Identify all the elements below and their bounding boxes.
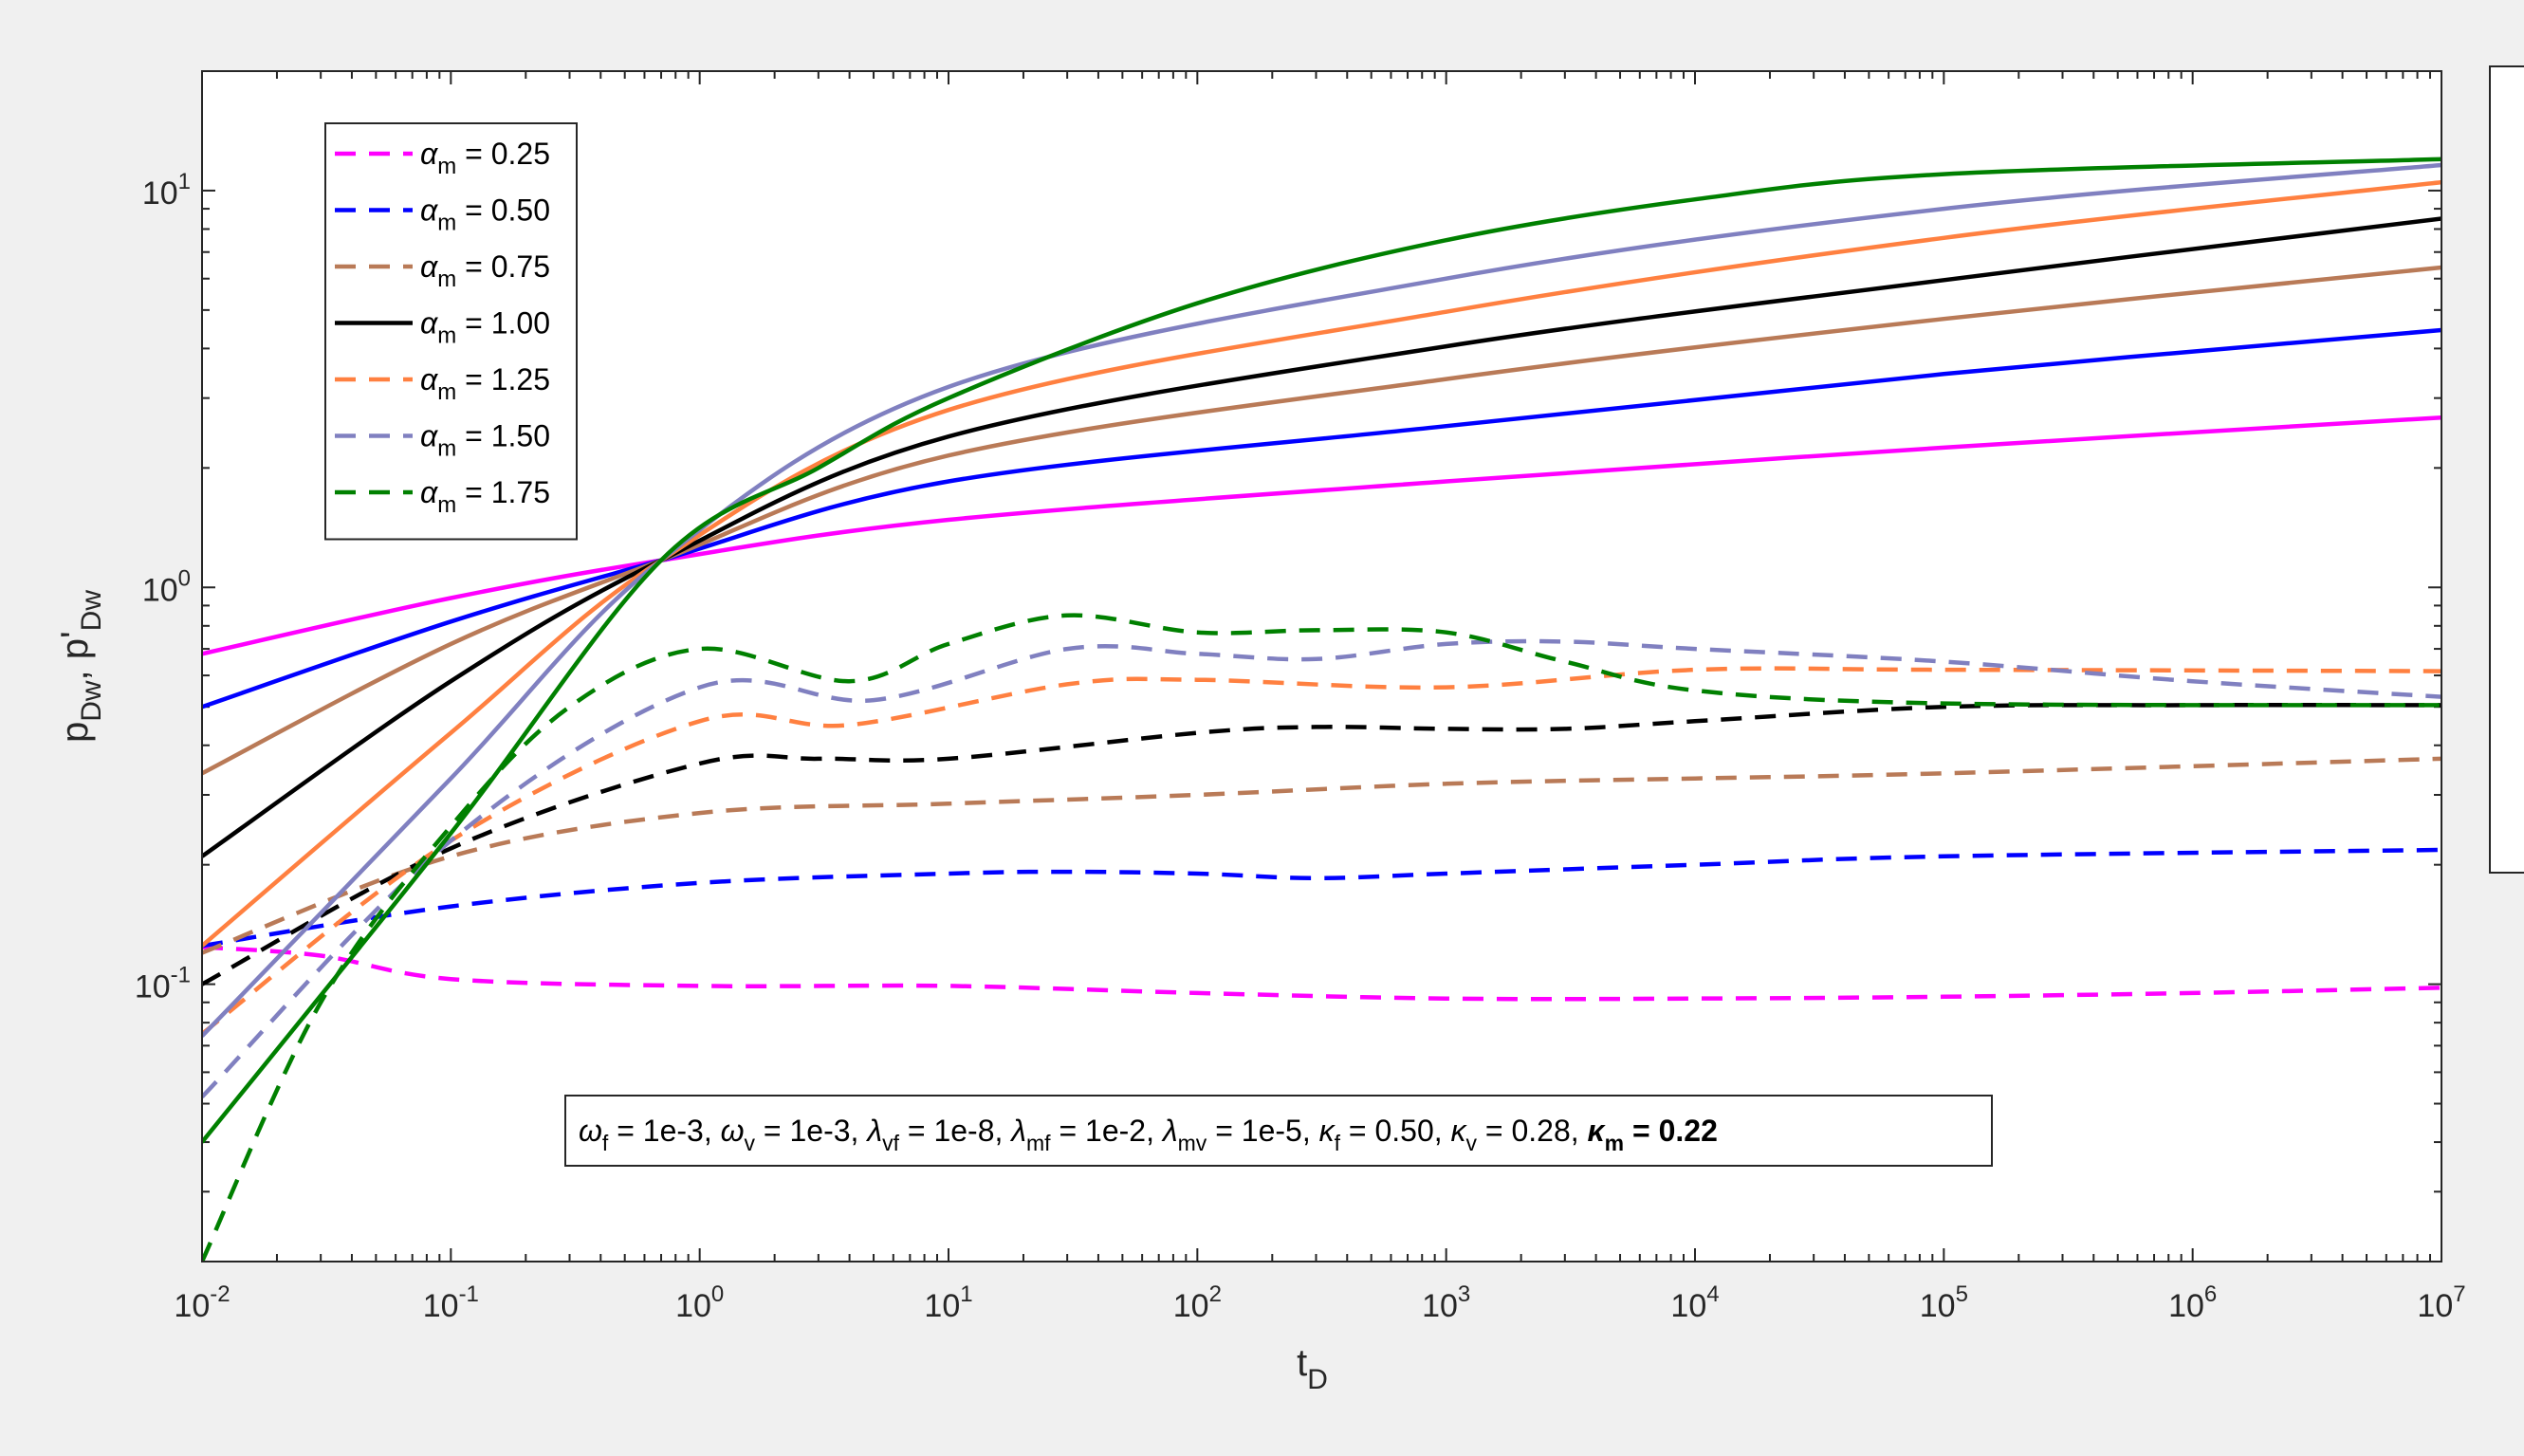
series-line-alpha-0_75-derivative xyxy=(202,756,2441,955)
x-tick-label: 102 xyxy=(1173,1281,1222,1324)
legend-label: αm = 0.25 xyxy=(420,137,550,179)
series-line-alpha-1_25-derivative xyxy=(202,666,2441,1036)
x-axis-title: tD xyxy=(1297,1342,1328,1395)
legend-label: αm = 1.50 xyxy=(420,419,550,462)
x-tick-label: 100 xyxy=(675,1281,724,1324)
y-axis-title: pDw, p'Dw xyxy=(54,590,107,743)
x-tick-label: 103 xyxy=(1422,1281,1470,1324)
series-line-alpha-1-pressure xyxy=(202,216,2441,858)
legend-label: αm = 0.75 xyxy=(420,249,550,292)
legend-box xyxy=(324,122,578,541)
series-line-alpha-0_5-pressure xyxy=(202,327,2441,710)
parameter-annotation: ωf = 1e-3, ωv = 1e-3, λvf = 1e-8, λmf = … xyxy=(564,1095,1993,1167)
annotation-box xyxy=(564,1095,1993,1167)
x-tick-label: 10-2 xyxy=(174,1281,230,1324)
series-line-alpha-1_5-derivative xyxy=(202,638,2441,1098)
x-tick-label: 104 xyxy=(1670,1281,1719,1324)
y-tick-label: 10-1 xyxy=(135,963,191,1005)
x-tick-label: 101 xyxy=(924,1281,972,1324)
y-tick-label: 101 xyxy=(142,169,191,212)
legend-label: αm = 0.50 xyxy=(420,194,550,236)
y-tick-label: 100 xyxy=(142,565,191,608)
axes-box xyxy=(201,70,2442,1262)
plot-area: 10-2 10-1 100 101 102 103 104 105 106 107 10-1 100 1… xyxy=(54,70,2466,1395)
series-line-alpha-1_75-derivative xyxy=(202,613,2441,1262)
x-tick-label: 105 xyxy=(1920,1281,1968,1324)
series-line-alpha-1_75-pressure xyxy=(202,157,2441,1144)
series-line-alpha-0_75-pressure xyxy=(202,265,2441,776)
adjacent-panel-edge xyxy=(2490,66,2524,873)
adjacent-panel-border xyxy=(2489,65,2524,874)
annotation-text: ωf = 1e-3, ωv = 1e-3, λvf = 1e-8, λmf = … xyxy=(579,1114,1718,1155)
x-tick-label: 107 xyxy=(2417,1281,2465,1324)
legend: αm = 0.25 αm = 0.50 αm = 0.75 αm = 1.00 αm =… xyxy=(324,122,578,541)
x-tick-label: 10-1 xyxy=(423,1281,479,1324)
series-group xyxy=(202,157,2441,1262)
legend-label: αm = 1.75 xyxy=(420,475,550,518)
legend-label: αm = 1.25 xyxy=(420,362,550,405)
series-line-alpha-1_25-pressure xyxy=(202,179,2441,948)
series-line-alpha-0_25-pressure xyxy=(202,415,2441,656)
series-line-alpha-0_5-derivative xyxy=(202,847,2441,949)
legend-label: αm = 1.00 xyxy=(420,306,550,349)
series-line-alpha-1-derivative xyxy=(202,703,2441,986)
series-line-alpha-0_25-derivative xyxy=(202,945,2441,1002)
x-tick-label: 106 xyxy=(2168,1281,2217,1324)
